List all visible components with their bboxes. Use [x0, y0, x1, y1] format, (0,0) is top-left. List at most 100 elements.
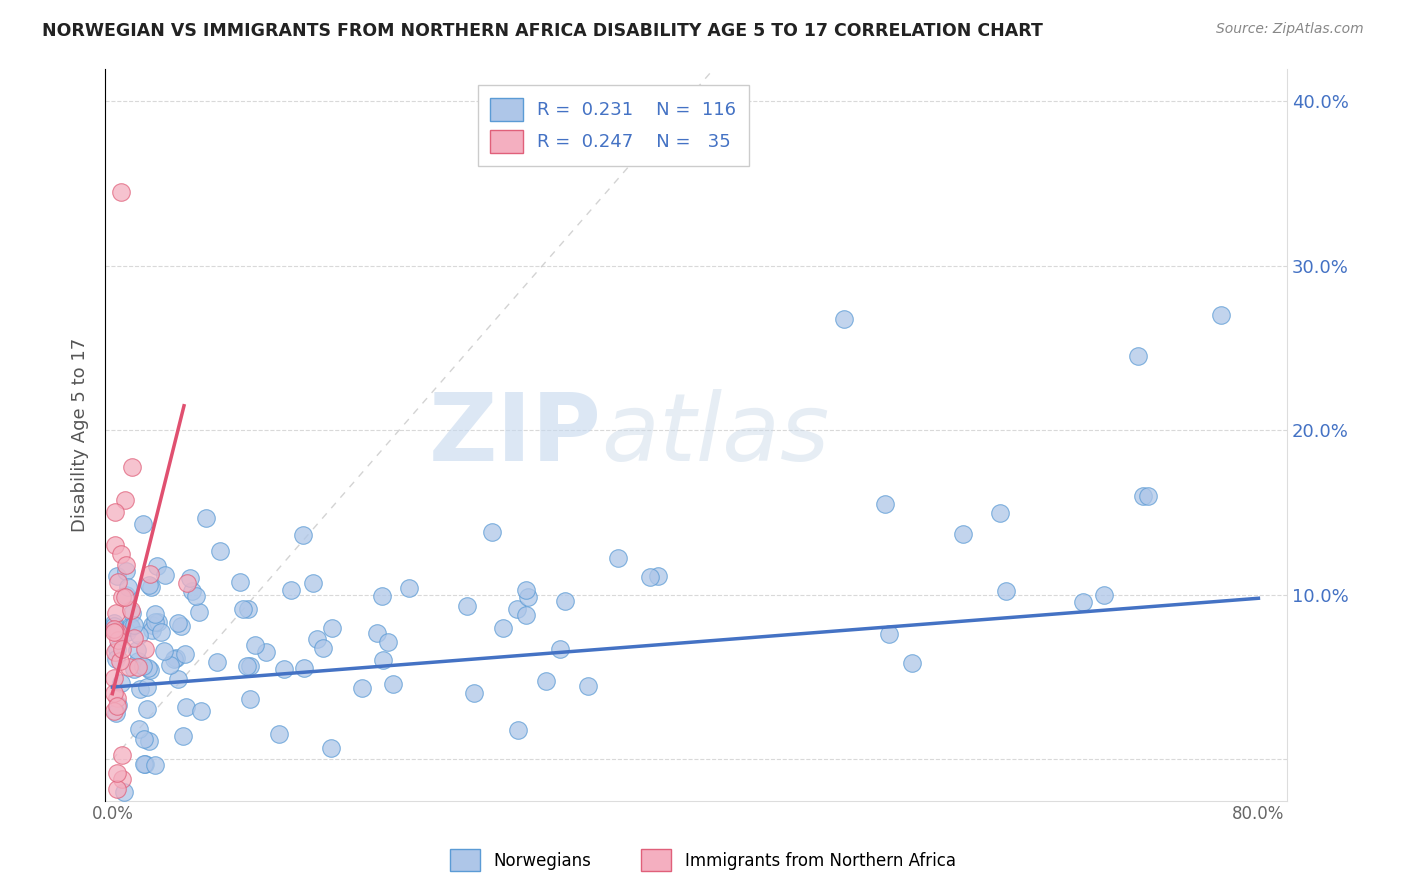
Point: [463, 686, 485, 700]
Point: [291, 528, 314, 542]
Point: [371, 653, 394, 667]
Point: [117, 580, 139, 594]
Point: [321, 621, 343, 635]
Point: [103, 705, 125, 719]
Point: [990, 506, 1012, 520]
Point: [481, 525, 503, 540]
Point: [143, 615, 166, 630]
Point: [103, 686, 125, 700]
Point: [146, 615, 169, 629]
Point: [377, 634, 399, 648]
Point: [352, 681, 374, 696]
Point: [172, 730, 194, 744]
Point: [136, 702, 159, 716]
Point: [188, 605, 211, 619]
Point: [141, 617, 163, 632]
Point: [128, 681, 150, 696]
Point: [456, 599, 478, 613]
Point: [105, 641, 128, 656]
Point: [508, 723, 530, 738]
Point: [104, 505, 127, 519]
Point: [132, 517, 155, 532]
Point: [576, 679, 599, 693]
Point: [139, 580, 162, 594]
Point: [243, 638, 266, 652]
Point: [134, 641, 156, 656]
Point: [159, 658, 181, 673]
Point: [143, 607, 166, 622]
Point: [167, 615, 190, 630]
Point: [104, 706, 127, 721]
Point: [132, 756, 155, 771]
Point: [267, 726, 290, 740]
Point: [515, 607, 537, 622]
Point: [139, 567, 162, 582]
Point: [832, 311, 855, 326]
Point: [115, 564, 138, 578]
Point: [1136, 489, 1159, 503]
Point: [114, 588, 136, 602]
Point: [121, 459, 143, 474]
Point: [165, 650, 187, 665]
Point: [105, 782, 128, 797]
Text: atlas: atlas: [602, 389, 830, 480]
Point: [534, 674, 557, 689]
Point: [110, 547, 132, 561]
Point: [115, 558, 138, 573]
Point: [638, 570, 661, 584]
Point: [105, 624, 128, 639]
Point: [103, 618, 125, 632]
Legend: R =  0.231    N =  116, R =  0.247    N =   35: R = 0.231 N = 116, R = 0.247 N = 35: [478, 85, 749, 166]
Point: [103, 622, 125, 636]
Point: [138, 733, 160, 747]
Point: [122, 618, 145, 632]
Point: [371, 589, 394, 603]
Point: [180, 584, 202, 599]
Point: [138, 578, 160, 592]
Point: [114, 492, 136, 507]
Point: [174, 647, 197, 661]
Point: [398, 581, 420, 595]
Text: Source: ZipAtlas.com: Source: ZipAtlas.com: [1216, 22, 1364, 37]
Point: [254, 645, 277, 659]
Point: [229, 574, 252, 589]
Point: [103, 615, 125, 630]
Y-axis label: Disability Age 5 to 17: Disability Age 5 to 17: [72, 337, 89, 532]
Point: [105, 651, 128, 665]
Point: [1209, 308, 1232, 322]
Point: [1132, 489, 1154, 503]
Point: [236, 659, 259, 673]
Point: [190, 704, 212, 718]
Point: [554, 594, 576, 608]
Point: [879, 627, 901, 641]
Point: [145, 558, 167, 573]
Point: [492, 621, 515, 635]
Point: [952, 526, 974, 541]
Point: [273, 662, 295, 676]
Point: [186, 589, 208, 603]
Point: [128, 722, 150, 736]
Point: [135, 680, 157, 694]
Point: [176, 576, 198, 591]
Point: [239, 659, 262, 673]
Point: [128, 628, 150, 642]
Point: [121, 606, 143, 620]
Point: [150, 625, 173, 640]
Point: [550, 641, 572, 656]
Point: [111, 641, 134, 656]
Point: [105, 765, 128, 780]
Legend: Norwegians, Immigrants from Northern Africa: Norwegians, Immigrants from Northern Afr…: [441, 841, 965, 880]
Point: [104, 645, 127, 659]
Point: [103, 625, 125, 640]
Point: [111, 772, 134, 787]
Point: [105, 691, 128, 706]
Point: [105, 606, 128, 620]
Point: [163, 651, 186, 665]
Point: [901, 656, 924, 670]
Point: [1126, 350, 1149, 364]
Point: [107, 625, 129, 640]
Point: [120, 603, 142, 617]
Point: [127, 654, 149, 668]
Point: [280, 583, 302, 598]
Point: [110, 591, 132, 605]
